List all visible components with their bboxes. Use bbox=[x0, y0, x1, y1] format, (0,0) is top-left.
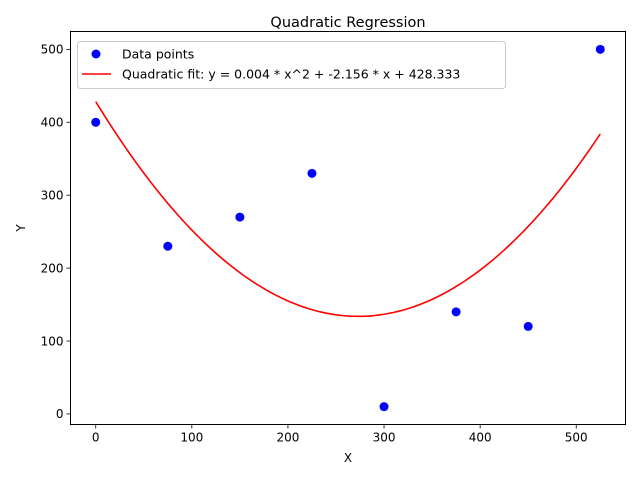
axes-frame bbox=[70, 31, 626, 425]
data-point-5 bbox=[451, 307, 461, 317]
legend-marker-data-points bbox=[91, 49, 101, 59]
x-tick-label-500: 500 bbox=[565, 431, 588, 445]
y-tick-label-100: 100 bbox=[41, 334, 64, 348]
x-tick-label-100: 100 bbox=[180, 431, 203, 445]
data-point-6 bbox=[523, 321, 533, 331]
y-tick-label-0: 0 bbox=[56, 407, 64, 421]
chart-title: Quadratic Regression bbox=[270, 15, 425, 31]
data-point-4 bbox=[379, 402, 389, 412]
plot-area bbox=[91, 44, 605, 412]
legend-box bbox=[77, 41, 506, 89]
x-tick-label-400: 400 bbox=[469, 431, 492, 445]
x-tick-label-300: 300 bbox=[373, 431, 396, 445]
legend: Data points Quadratic fit: y = 0.004 * x… bbox=[77, 41, 506, 89]
legend-label-data-points: Data points bbox=[122, 47, 194, 62]
y-tick-label-400: 400 bbox=[41, 116, 64, 130]
y-tick-label-500: 500 bbox=[41, 43, 64, 57]
legend-label-quadratic-fit: Quadratic fit: y = 0.004 * x^2 + -2.156 … bbox=[122, 67, 460, 82]
quadratic-fit-line bbox=[95, 101, 601, 318]
x-axis-ticks: 0 100 200 300 400 500 bbox=[92, 424, 588, 445]
y-axis-label: Y bbox=[14, 224, 28, 233]
data-point-7 bbox=[595, 44, 605, 54]
y-tick-label-300: 300 bbox=[41, 188, 64, 202]
x-axis-label: X bbox=[344, 451, 352, 465]
data-point-1 bbox=[163, 241, 173, 251]
x-tick-label-0: 0 bbox=[92, 431, 100, 445]
y-axis-ticks: 0 100 200 300 400 500 bbox=[41, 43, 71, 421]
y-tick-label-200: 200 bbox=[41, 261, 64, 275]
data-point-0 bbox=[91, 117, 101, 127]
data-point-3 bbox=[307, 168, 317, 178]
data-point-2 bbox=[235, 212, 245, 222]
x-tick-label-200: 200 bbox=[276, 431, 299, 445]
